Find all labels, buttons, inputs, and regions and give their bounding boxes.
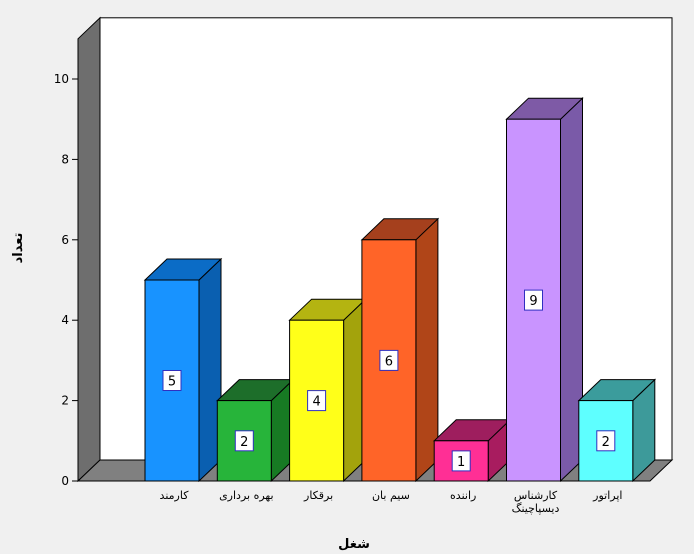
data-label: 2 xyxy=(602,435,610,450)
y-tick-label: 8 xyxy=(61,152,69,166)
x-category-label: اپراتور xyxy=(592,489,622,502)
x-axis-title: شغل xyxy=(338,537,370,552)
bars: 5 2 4 6 1 9 2 xyxy=(143,97,657,483)
y-tick-label: 4 xyxy=(61,313,69,327)
bar-7: 2 xyxy=(577,378,657,483)
bar-1: 5 xyxy=(143,257,223,483)
data-label: 2 xyxy=(240,435,248,450)
bar-6: 9 xyxy=(505,97,584,483)
data-label-box xyxy=(451,450,471,472)
x-category-label: کارشناس xyxy=(514,489,558,502)
y-axis: 0 2 4 6 8 10 xyxy=(54,38,79,488)
y-tick-label: 10 xyxy=(54,72,69,86)
data-label-box xyxy=(234,430,254,452)
bar-3: 4 xyxy=(288,298,367,483)
bar-2: 2 xyxy=(216,378,295,483)
bar-4: 6 xyxy=(360,217,440,483)
x-category-label: بهره برداری xyxy=(219,489,273,502)
data-label-box xyxy=(379,349,399,371)
y-tick-label: 0 xyxy=(61,474,69,488)
data-label-box xyxy=(596,430,616,452)
data-label-box xyxy=(524,289,543,311)
data-label: 1 xyxy=(457,455,465,470)
y-tick-label: 6 xyxy=(61,233,69,247)
plot-side-wall xyxy=(77,16,101,483)
x-category-label: راننده xyxy=(450,489,476,502)
data-label: 4 xyxy=(312,395,320,410)
data-label: 5 xyxy=(168,375,176,390)
y-tick-label: 2 xyxy=(61,394,69,408)
data-label: 9 xyxy=(529,294,537,309)
data-label: 6 xyxy=(385,354,393,369)
x-category-label: کارمند xyxy=(160,489,190,502)
y-axis-title: تعداد xyxy=(11,233,26,264)
data-label-box xyxy=(162,370,182,391)
category-labels: کارمند بهره برداری برقکار سیم بان راننده کارش… xyxy=(160,489,623,515)
x-category-label: برقکار xyxy=(303,489,333,502)
data-label-box xyxy=(307,390,327,412)
x-category-label: سیم بان xyxy=(372,489,410,502)
x-category-label: دیسپاچینگ xyxy=(512,502,560,515)
